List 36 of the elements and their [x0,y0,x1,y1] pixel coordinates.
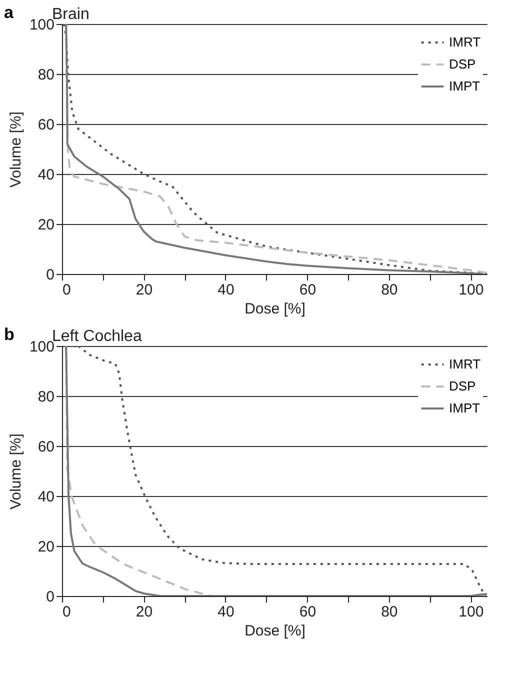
x-tick-label: 0 [62,604,71,620]
y-tick-label: 40 [38,166,54,184]
x-axis-title: Dose [%] [244,622,306,640]
y-tick-label: 20 [38,216,54,234]
y-tick-label: 100 [29,338,54,356]
x-tick-label: 20 [136,282,153,298]
y-axis-title: Volume [%] [7,434,24,510]
y-tick-label: 0 [46,588,54,606]
y-tick-label: 60 [38,116,54,134]
x-tick-label: 40 [218,282,234,298]
x-axis-title: Dose [%] [244,300,306,318]
x-tick-label: 80 [381,282,398,298]
y-tick-label: 80 [38,388,54,406]
text: b [4,325,14,344]
x-tick-label: 100 [458,282,484,298]
x-tick-label: 80 [381,604,398,620]
x-tick-label: 100 [458,604,484,620]
y-tick-label: 20 [38,538,54,556]
legend-label: DSP [449,378,476,394]
x-tick-label: 60 [299,282,316,298]
legend-label: IMRT [449,34,481,50]
y-tick-label: 100 [29,16,54,34]
text: a [4,3,14,22]
x-tick-label: 60 [299,604,316,620]
legend-label: DSP [449,56,476,72]
x-tick-label: 40 [218,604,234,620]
x-tick-label: 0 [62,282,71,298]
y-axis-title: Volume [%] [7,112,24,188]
legend-label: IMPT [449,78,480,94]
y-tick-label: 0 [46,266,54,284]
y-tick-label: 80 [38,66,54,84]
legend-label: IMPT [449,400,480,416]
y-tick-label: 40 [38,488,54,506]
x-tick-label: 20 [136,604,153,620]
legend-label: IMRT [449,356,481,372]
y-tick-label: 60 [38,438,54,456]
